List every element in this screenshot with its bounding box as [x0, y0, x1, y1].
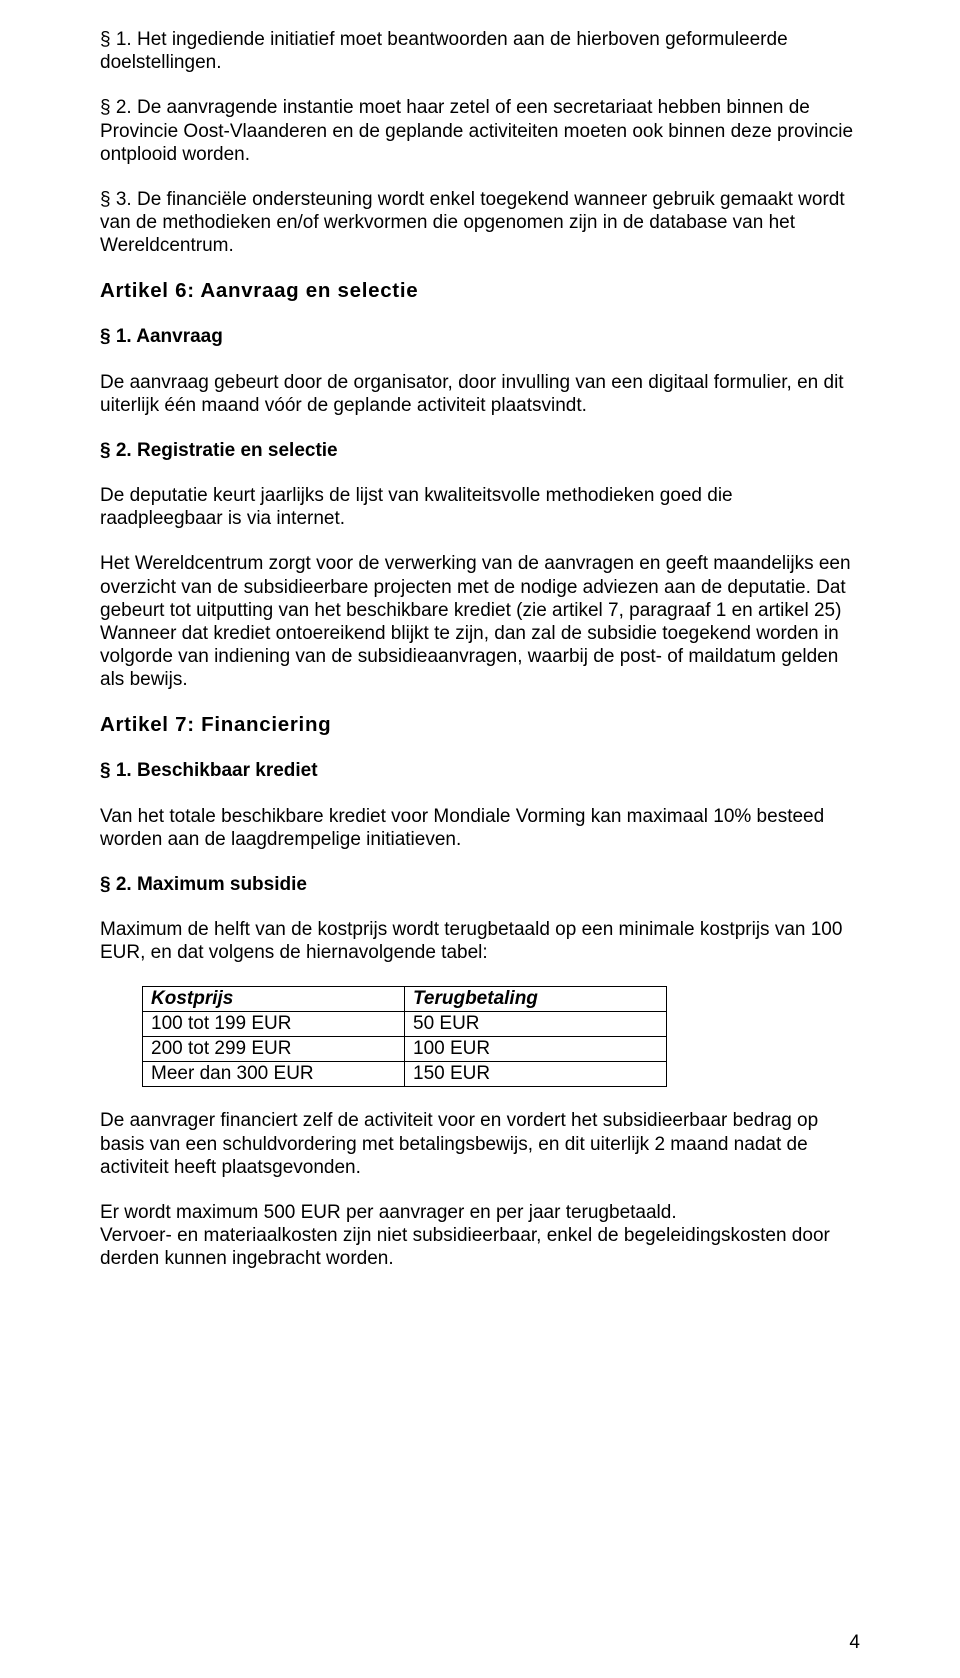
page-number: 4 — [849, 1632, 860, 1654]
document-page: § 1. Het ingediende initiatief moet bean… — [0, 0, 960, 1678]
art7-s2-body: Maximum de helft van de kostprijs wordt … — [100, 918, 860, 964]
art6-s1-body: De aanvraag gebeurt door de organisator,… — [100, 371, 860, 417]
table-cell: 150 EUR — [405, 1062, 667, 1087]
table-header-row: Kostprijs Terugbetaling — [143, 987, 667, 1012]
art7-s1-body: Van het totale beschikbare krediet voor … — [100, 805, 860, 851]
art6-s2-body1: De deputatie keurt jaarlijks de lijst va… — [100, 484, 860, 530]
para-2: § 2. De aanvragende instantie moet haar … — [100, 96, 860, 166]
table-header-kostprijs: Kostprijs — [143, 987, 405, 1012]
art7-s2-title: § 2. Maximum subsidie — [100, 873, 860, 896]
table-cell: 200 tot 299 EUR — [143, 1037, 405, 1062]
table-row: Meer dan 300 EUR 150 EUR — [143, 1062, 667, 1087]
art7-after2: Er wordt maximum 500 EUR per aanvrager e… — [100, 1201, 860, 1271]
article-7-heading: Artikel 7: Financiering — [100, 713, 860, 737]
table-row: 100 tot 199 EUR 50 EUR — [143, 1012, 667, 1037]
art6-s1-title: § 1. Aanvraag — [100, 325, 860, 348]
table-cell: 50 EUR — [405, 1012, 667, 1037]
cost-table: Kostprijs Terugbetaling 100 tot 199 EUR … — [142, 986, 667, 1087]
table-header-terugbetaling: Terugbetaling — [405, 987, 667, 1012]
art6-s2-title: § 2. Registratie en selectie — [100, 439, 860, 462]
para-3: § 3. De financiële ondersteuning wordt e… — [100, 188, 860, 258]
art6-s2-body2: Het Wereldcentrum zorgt voor de verwerki… — [100, 552, 860, 691]
art7-s1-title: § 1. Beschikbaar krediet — [100, 759, 860, 782]
para-1: § 1. Het ingediende initiatief moet bean… — [100, 28, 860, 74]
art7-after1: De aanvrager financiert zelf de activite… — [100, 1109, 860, 1179]
table-cell: 100 tot 199 EUR — [143, 1012, 405, 1037]
article-6-heading: Artikel 6: Aanvraag en selectie — [100, 279, 860, 303]
table-cell: Meer dan 300 EUR — [143, 1062, 405, 1087]
table-row: 200 tot 299 EUR 100 EUR — [143, 1037, 667, 1062]
table-cell: 100 EUR — [405, 1037, 667, 1062]
